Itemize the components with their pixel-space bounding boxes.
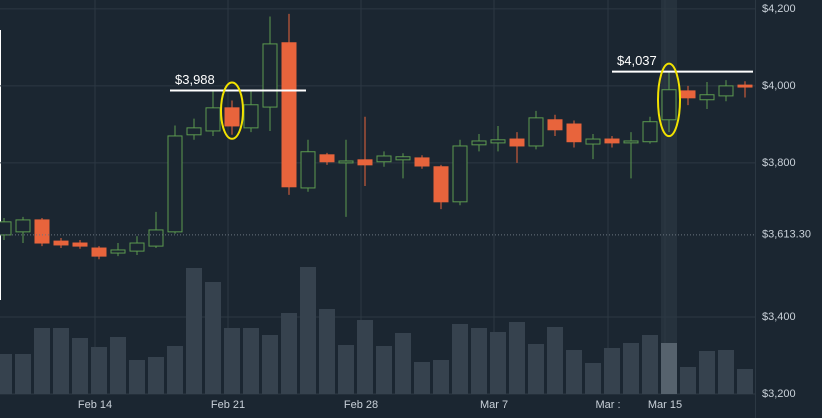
volume-bar <box>414 362 430 394</box>
candle-body <box>129 242 145 252</box>
x-tick-label: Mar : <box>595 399 620 411</box>
candle-body <box>490 139 506 144</box>
volume-bar <box>528 344 544 394</box>
volume-bar <box>186 268 202 394</box>
volume-bar <box>699 351 715 394</box>
candle-body <box>623 140 639 144</box>
x-tick-label: Feb 14 <box>78 399 112 411</box>
volume-bar <box>395 333 411 394</box>
volume-bar <box>319 309 335 394</box>
volume-bar <box>72 338 88 394</box>
candle-body <box>433 166 449 203</box>
candle-body <box>281 42 297 188</box>
hover-column <box>661 0 677 394</box>
candle-body <box>566 123 582 143</box>
volume-bar <box>718 350 734 394</box>
volume-bar <box>167 346 183 394</box>
volume-bar <box>585 363 601 394</box>
candle-body <box>509 138 525 147</box>
volume-bar <box>53 328 69 394</box>
candle-body <box>395 156 411 161</box>
candle-body <box>414 157 430 167</box>
candle-body <box>53 240 69 246</box>
volume-bar <box>205 282 221 394</box>
y-tick-label: $3,800 <box>762 157 796 169</box>
volume-bar <box>509 322 525 394</box>
candle-body <box>718 85 734 97</box>
volume-bar <box>243 328 259 394</box>
candle-body <box>680 90 696 99</box>
volume-bar <box>110 337 126 394</box>
candle-body <box>585 138 601 145</box>
volume-bar <box>281 313 297 394</box>
volume-bar <box>623 343 639 394</box>
volume-bar <box>262 335 278 394</box>
candle-body <box>0 221 12 236</box>
volume-bar <box>0 354 12 394</box>
candle-body <box>72 242 88 247</box>
annotation-label: $4,037 <box>617 53 657 68</box>
candle-body <box>547 119 563 131</box>
x-tick-label: Mar 15 <box>648 399 682 411</box>
x-tick-label: Mar 7 <box>480 399 508 411</box>
volume-bar <box>490 332 506 394</box>
candle-body <box>338 160 354 164</box>
volume-bar <box>566 350 582 394</box>
volume-bar <box>357 320 373 394</box>
volume-bar <box>91 347 107 394</box>
volume-bar <box>661 343 677 394</box>
candle-body <box>357 159 373 166</box>
volume-bar <box>129 360 145 394</box>
candle-body <box>243 104 259 129</box>
candle-body <box>186 127 202 136</box>
volume-bar <box>433 360 449 394</box>
candle-body <box>452 145 468 203</box>
volume-bar <box>680 367 696 394</box>
volume-bar <box>338 345 354 394</box>
volume-bar <box>224 328 240 394</box>
candle-body <box>661 89 677 121</box>
candle-body <box>604 138 620 144</box>
candle-body <box>167 135 183 233</box>
candle-body <box>699 94 715 101</box>
x-tick-label: Feb 21 <box>211 399 245 411</box>
candle-body <box>91 247 107 257</box>
volume-bar <box>34 328 50 394</box>
candle-body <box>642 121 658 143</box>
highlight-ring <box>657 62 681 138</box>
volume-bar <box>737 369 753 394</box>
last-price-label: $3,613.30 <box>762 229 811 241</box>
candle-body <box>148 229 164 247</box>
volume-bar <box>148 357 164 394</box>
x-tick-label: Feb 28 <box>344 399 378 411</box>
annotation-label: $3,988 <box>175 72 215 87</box>
y-tick-label: $4,000 <box>762 80 796 92</box>
candle-body <box>471 140 487 146</box>
highlight-ring <box>220 81 244 140</box>
y-tick-label: $3,200 <box>762 388 796 400</box>
candle-body <box>376 155 392 163</box>
volume-bar <box>642 335 658 394</box>
candle-body <box>110 249 126 254</box>
candle-body <box>300 151 316 189</box>
candle-body <box>319 154 335 163</box>
volume-bar <box>604 348 620 394</box>
volume-bar <box>376 346 392 394</box>
volume-bar <box>300 267 316 394</box>
candle-body <box>205 107 221 132</box>
candle-body <box>15 219 31 233</box>
candle-body <box>34 219 50 244</box>
y-tick-label: $4,200 <box>762 3 796 15</box>
volume-bar <box>15 354 31 394</box>
candle-body <box>528 117 544 147</box>
y-tick-label: $3,400 <box>762 311 796 323</box>
candle-body <box>224 107 240 127</box>
candle-body <box>737 84 753 88</box>
volume-bar <box>471 328 487 394</box>
volume-bar <box>452 324 468 394</box>
volume-bar <box>547 327 563 394</box>
candle-body <box>262 43 278 108</box>
